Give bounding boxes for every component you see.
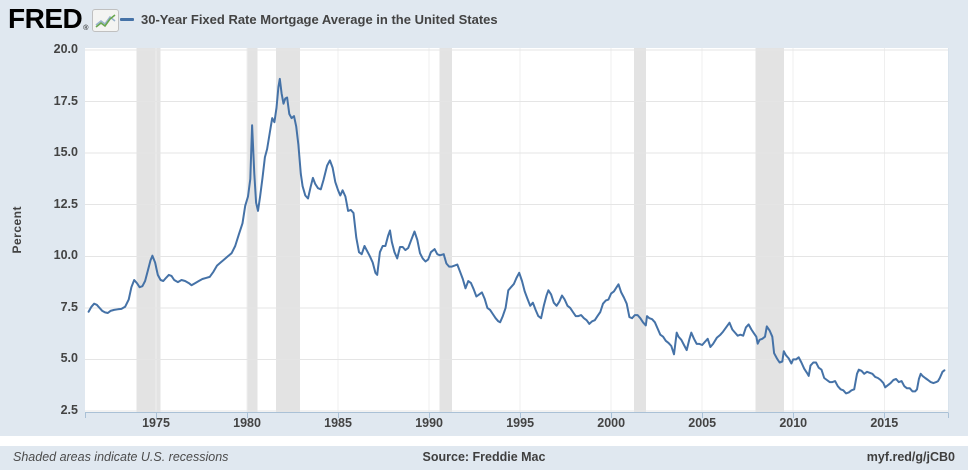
x-tick-mark: [520, 413, 521, 418]
sparkline-icon: [92, 9, 120, 32]
x-tick-label: 2000: [597, 416, 626, 430]
x-tick-label: 2010: [779, 416, 808, 430]
short-link[interactable]: myf.red/g/jCB0: [866, 450, 955, 464]
registered-mark-icon: ®: [83, 25, 89, 32]
recession-band: [247, 48, 258, 412]
x-tick-mark: [247, 413, 248, 418]
fred-logo[interactable]: FRED ®: [8, 3, 120, 34]
x-tick-label: 1985: [324, 416, 352, 430]
x-tick-label: 1990: [415, 416, 443, 430]
chart-header: FRED ® 30-Year Fixed Rate Mortgage Avera…: [0, 0, 968, 42]
x-tick-mark: [611, 413, 612, 418]
x-tick-mark: [338, 413, 339, 418]
x-tick-label: 1995: [506, 416, 535, 430]
x-tick-label: 2015: [870, 416, 899, 430]
y-axis-title: Percent: [10, 206, 24, 254]
x-axis-edge-tick: [85, 413, 86, 418]
x-tick-mark: [156, 413, 157, 418]
recession-note: Shaded areas indicate U.S. recessions: [13, 450, 229, 464]
series-legend: 30-Year Fixed Rate Mortgage Average in t…: [120, 12, 498, 27]
y-axis-title-wrap: Percent: [10, 48, 24, 412]
x-tick-mark: [702, 413, 703, 418]
legend-line-swatch: [120, 18, 134, 21]
x-tick-mark: [793, 413, 794, 418]
series-title[interactable]: 30-Year Fixed Rate Mortgage Average in t…: [141, 12, 498, 27]
source-label: Source: Freddie Mac: [422, 450, 546, 464]
chart-canvas: [85, 48, 948, 412]
recession-band: [136, 48, 161, 412]
x-tick-label: 2005: [688, 416, 717, 430]
x-axis-edge-tick: [948, 413, 949, 418]
footer-divider: [0, 436, 968, 446]
x-tick-label: 1975: [142, 416, 170, 430]
plot-area[interactable]: [85, 48, 949, 413]
recession-band: [439, 48, 452, 412]
fred-logo-text: FRED: [8, 3, 83, 34]
recession-band: [633, 48, 647, 412]
x-tick-mark: [884, 413, 885, 418]
x-tick-mark: [429, 413, 430, 418]
x-tick-label: 1980: [233, 416, 261, 430]
data-line: [87, 77, 946, 395]
chart-footer: Shaded areas indicate U.S. recessions So…: [0, 446, 968, 470]
recession-band: [755, 48, 785, 412]
